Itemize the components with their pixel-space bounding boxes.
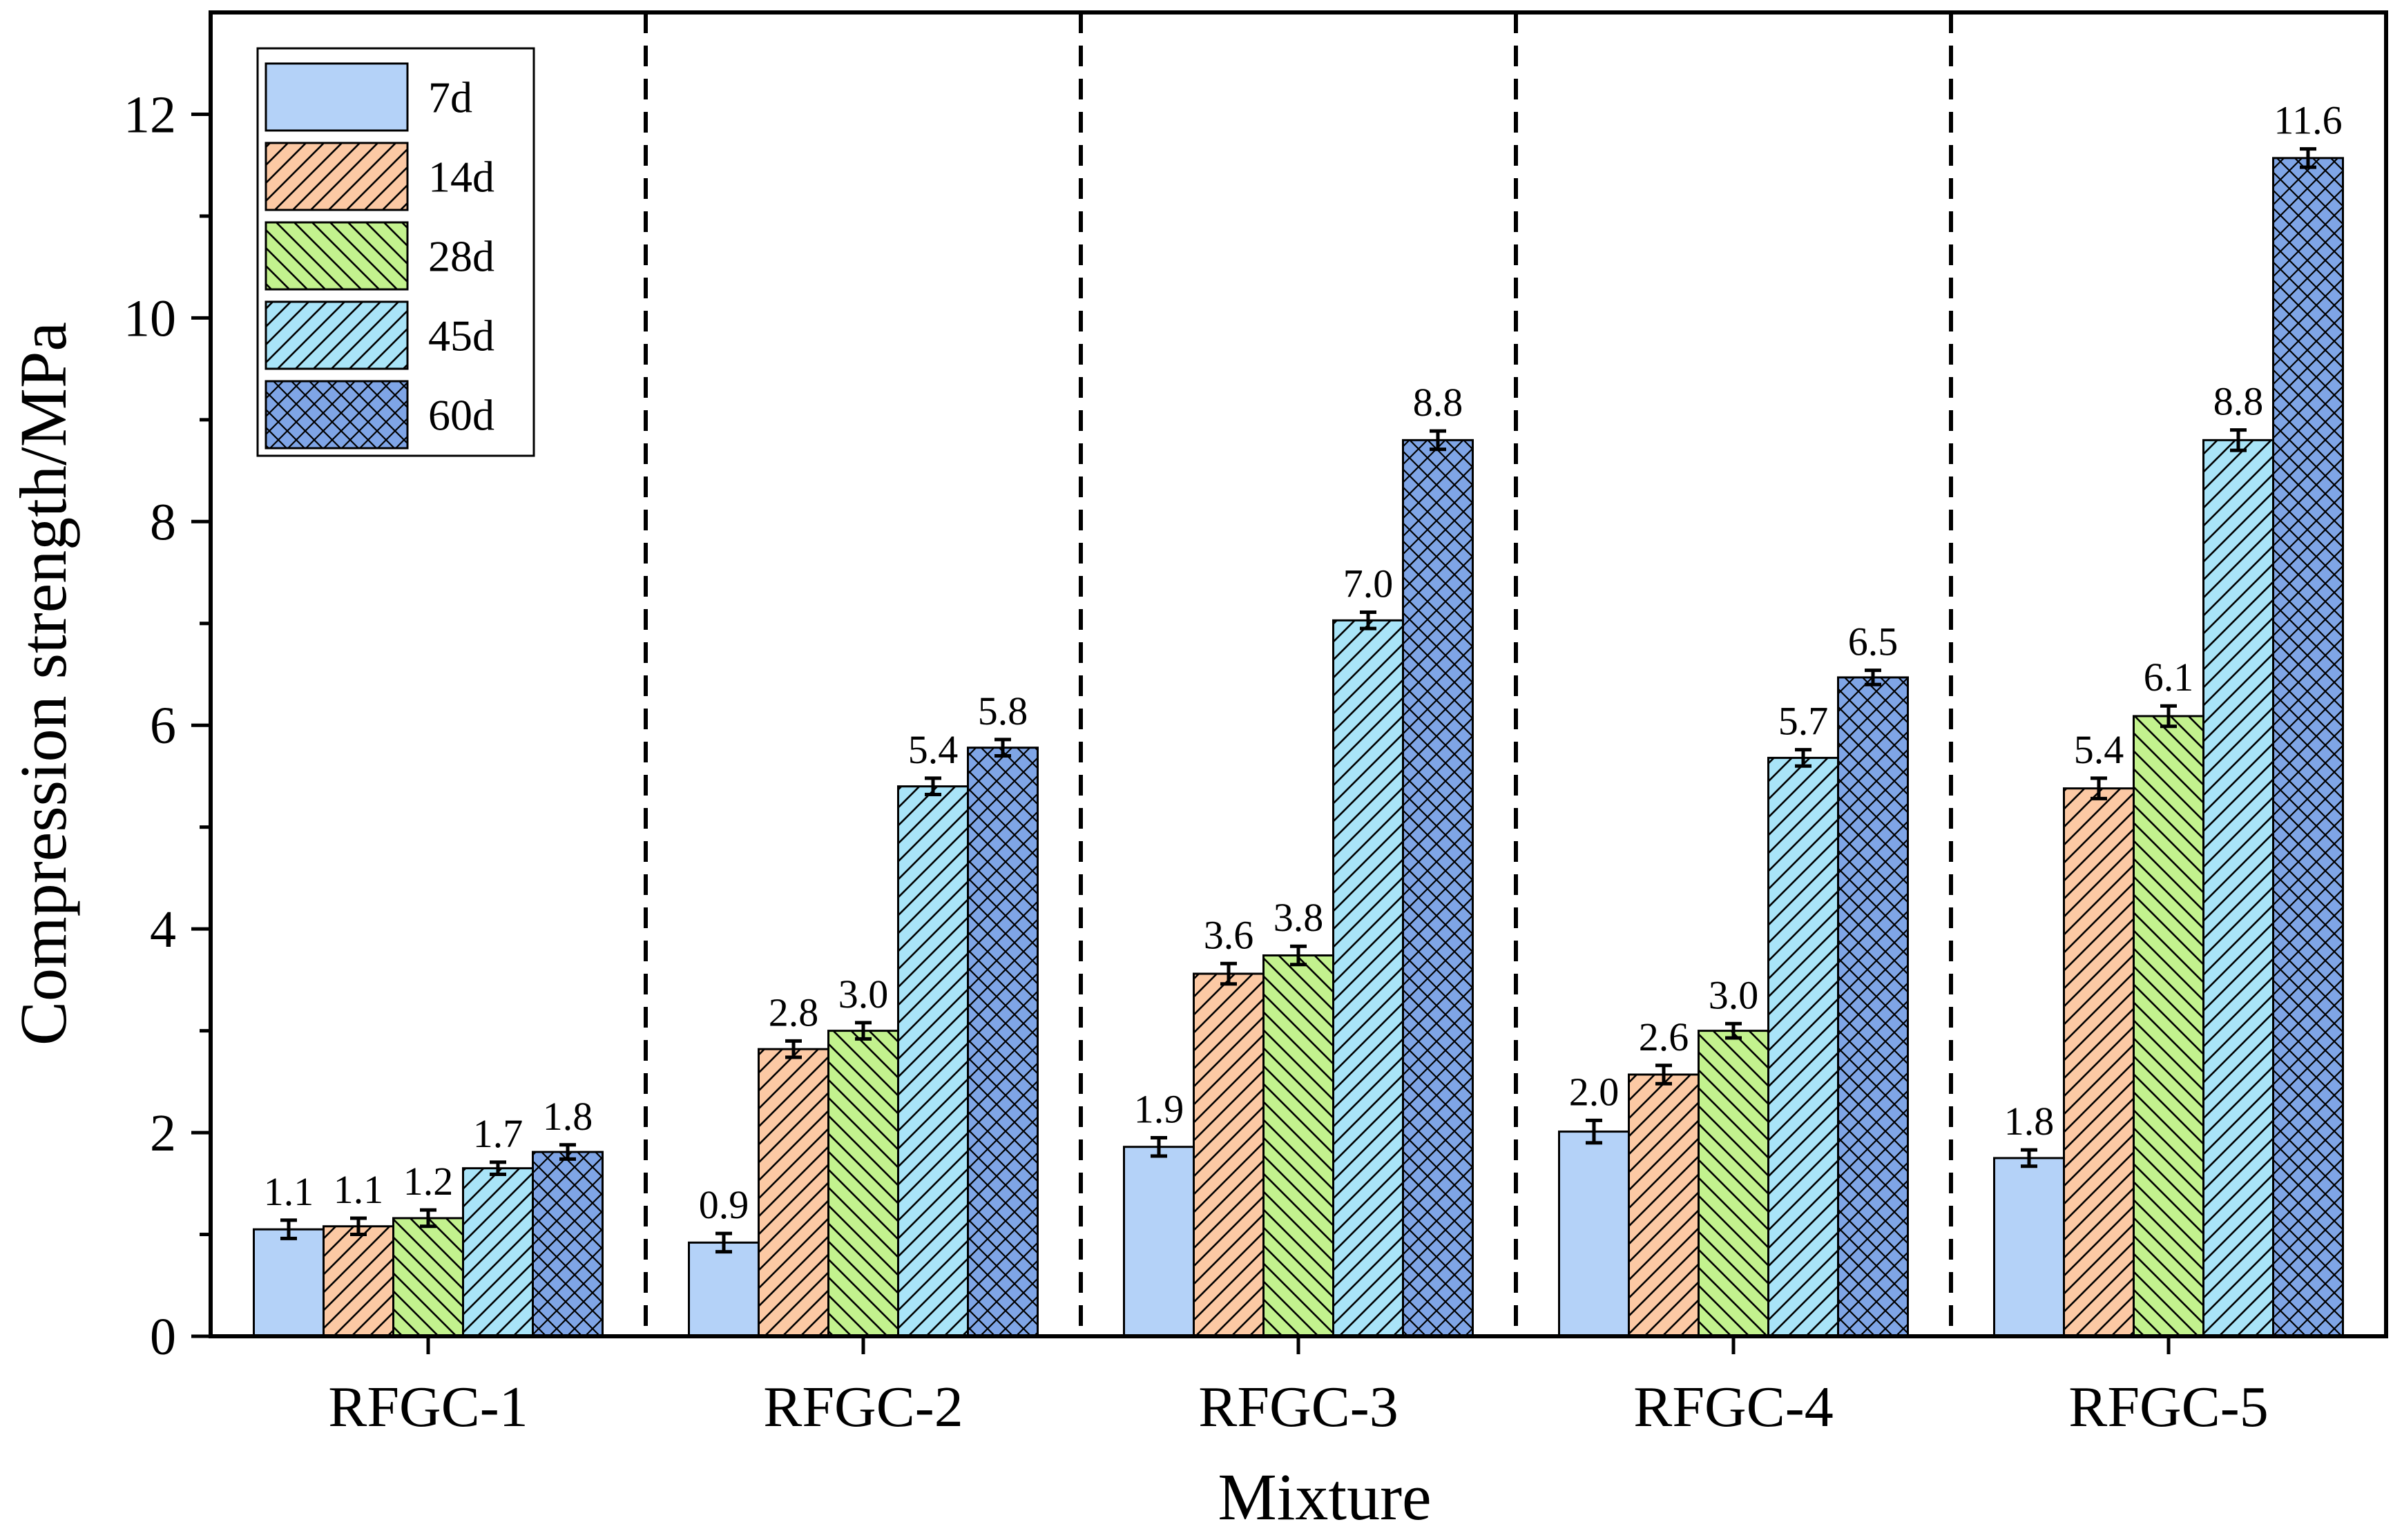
data-label: 1.1 <box>264 1169 314 1214</box>
bar-hatch <box>1333 620 1403 1336</box>
bar-hatch <box>1698 1030 1769 1336</box>
legend-swatch-outline <box>265 142 409 211</box>
bar-hatch <box>1263 955 1334 1336</box>
legend-label: 28d <box>428 232 494 281</box>
bar-hatch <box>1628 1075 1699 1336</box>
data-label: 1.7 <box>473 1111 523 1156</box>
bar-hatch <box>828 1030 898 1336</box>
data-label: 8.8 <box>2213 379 2264 424</box>
data-label: 8.8 <box>1413 380 1463 425</box>
bar-hatch <box>1768 758 1838 1336</box>
y-tick-label: 6 <box>150 697 176 755</box>
data-label: 2.6 <box>1639 1014 1689 1059</box>
data-label: 2.0 <box>1569 1069 1620 1114</box>
legend-swatch-outline <box>265 380 409 450</box>
data-label: 5.8 <box>978 689 1028 733</box>
bar-hatch <box>2273 157 2343 1336</box>
legend-swatch-hatch <box>266 143 407 210</box>
x-axis-title: Mixture <box>1218 1460 1431 1534</box>
legend-swatch-hatch <box>266 302 407 369</box>
data-label: 3.6 <box>1204 912 1254 957</box>
data-label: 6.5 <box>1848 619 1899 664</box>
y-tick-label: 12 <box>124 86 176 144</box>
legend-swatch-outline <box>265 300 409 370</box>
data-label: 11.6 <box>2274 98 2342 143</box>
data-label: 7.0 <box>1343 561 1394 606</box>
legend-swatch-outline <box>265 62 409 132</box>
plot-area: 1.1 0.9 1.9 2.0 1.8 1.1 2.8 3.6 2.6 5.4 1.2 3.0 3.8 3… <box>124 10 2388 1439</box>
y-tick-label: 8 <box>150 493 176 551</box>
data-label: 3.0 <box>838 972 889 1017</box>
bar-hatch <box>898 786 968 1336</box>
bar-hatch <box>758 1049 829 1336</box>
data-label: 1.9 <box>1134 1086 1184 1131</box>
x-tick-label: RFGC-4 <box>1633 1375 1833 1439</box>
bar-hatch <box>968 747 1038 1336</box>
data-label: 1.8 <box>543 1094 593 1139</box>
y-tick-label: 0 <box>150 1308 176 1366</box>
bar-hatch <box>323 1226 394 1336</box>
bar-hatch <box>2064 788 2134 1336</box>
data-label: 3.8 <box>1274 895 1324 940</box>
x-tick-label: RFGC-2 <box>763 1375 963 1439</box>
legend: 7d 14d 28d 45d 60d <box>256 47 535 457</box>
legend-swatch-hatch <box>266 222 407 289</box>
legend-label: 7d <box>428 73 472 122</box>
bar-hatch <box>463 1168 533 1336</box>
data-label: 3.0 <box>1709 972 1759 1017</box>
bar-hatch <box>2133 715 2204 1336</box>
legend-swatch-fill <box>266 64 407 131</box>
bar-hatch <box>1403 440 1473 1337</box>
y-axis-title: Compression strength/MPa <box>6 322 80 1046</box>
data-label: 0.9 <box>699 1182 749 1227</box>
data-label: 5.4 <box>2074 727 2124 772</box>
data-label: 5.7 <box>1778 699 1829 744</box>
bar-hatch <box>1838 677 1908 1336</box>
legend-swatch-outline <box>265 221 409 291</box>
y-tick-label: 4 <box>150 901 176 959</box>
bar-hatch <box>2203 440 2274 1337</box>
legend-label: 60d <box>428 391 494 440</box>
bar-fill <box>1994 1157 2064 1336</box>
data-label: 1.1 <box>334 1167 384 1212</box>
bar-hatch <box>393 1217 463 1336</box>
bar-hatch <box>1193 974 1264 1336</box>
data-label: 1.2 <box>403 1159 454 1204</box>
x-tick-label: RFGC-5 <box>2068 1375 2268 1439</box>
bar-hatch <box>532 1152 603 1336</box>
legend-label: 14d <box>428 153 494 202</box>
data-label: 6.1 <box>2144 655 2194 700</box>
x-tick-label: RFGC-3 <box>1198 1375 1398 1439</box>
bar-fill <box>689 1242 759 1336</box>
data-label: 2.8 <box>769 990 819 1034</box>
y-tick-label: 10 <box>124 289 176 347</box>
bar-fill <box>1124 1146 1194 1336</box>
data-label: 5.4 <box>908 727 959 772</box>
y-tick-label: 2 <box>150 1104 176 1162</box>
legend-swatch-hatch <box>266 381 407 448</box>
bar-fill <box>253 1229 324 1336</box>
bar-fill <box>1559 1131 1629 1336</box>
x-tick-label: RFGC-1 <box>328 1375 528 1439</box>
legend-label: 45d <box>428 311 494 360</box>
data-label: 1.8 <box>2004 1099 2055 1144</box>
